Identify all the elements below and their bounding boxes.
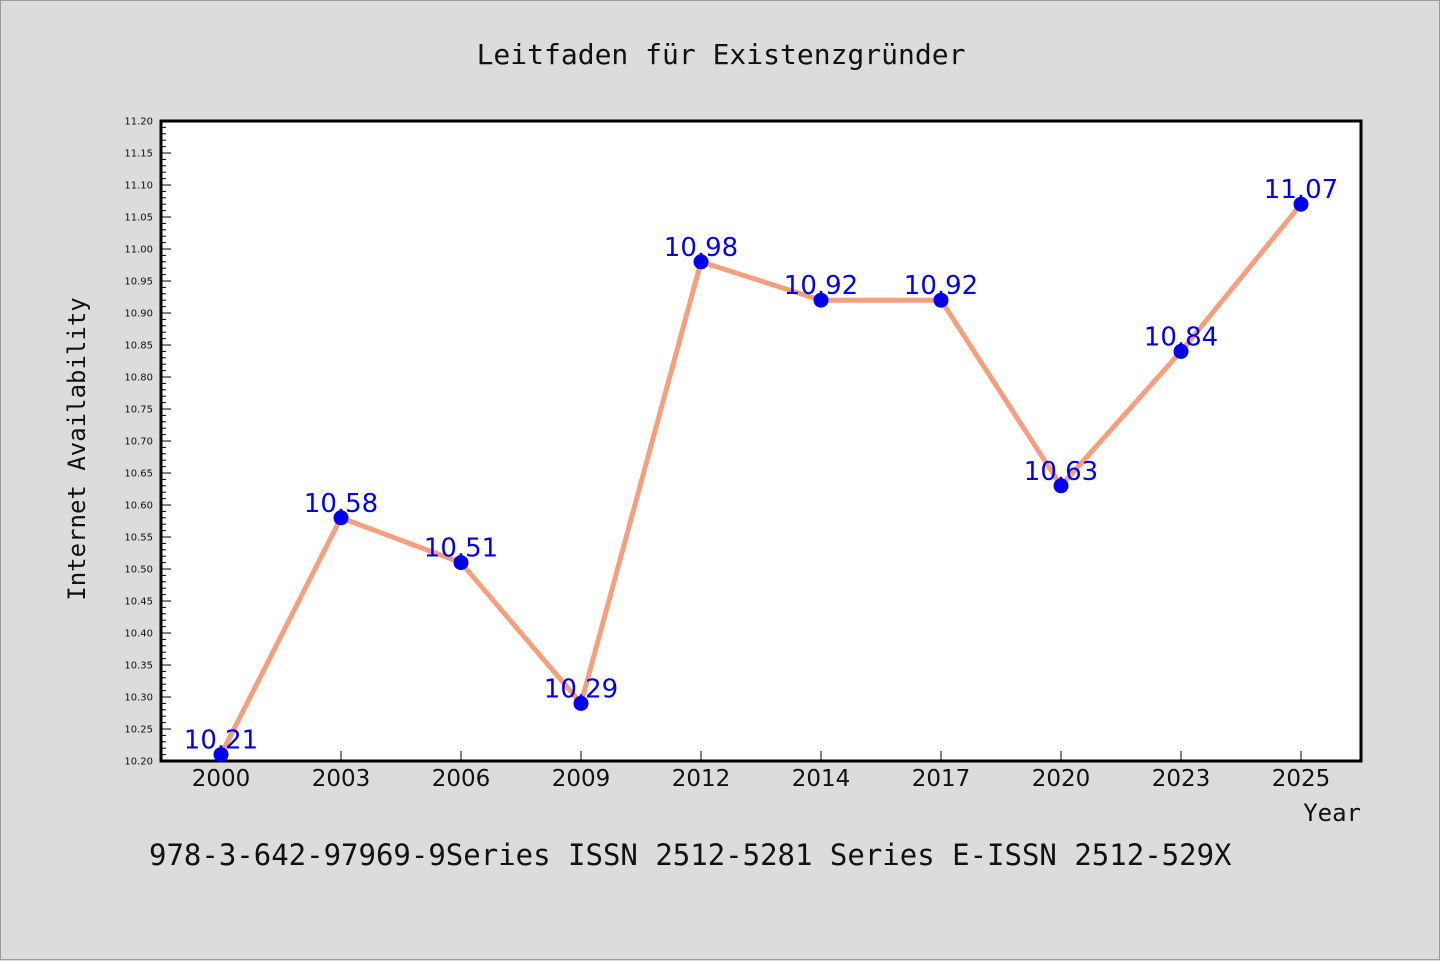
ytick-label: 10.25 <box>124 725 153 736</box>
data-point <box>1293 196 1309 212</box>
data-point <box>453 555 469 571</box>
xtick-label: 2009 <box>552 766 611 792</box>
xtick-label: 2020 <box>1032 766 1091 792</box>
ytick-label: 10.45 <box>124 597 153 608</box>
ytick-label: 10.75 <box>124 405 153 416</box>
ytick-label: 10.40 <box>124 629 153 640</box>
footer-text: 978-3-642-97969-9Series ISSN 2512-5281 S… <box>149 838 1232 872</box>
ytick-label: 11.15 <box>124 149 153 160</box>
data-point <box>573 695 589 711</box>
data-label: 10.84 <box>1144 322 1218 352</box>
data-label: 10.98 <box>664 233 738 263</box>
ytick-label: 10.35 <box>124 661 153 672</box>
data-point <box>333 510 349 526</box>
data-label: 10.21 <box>184 726 258 756</box>
data-point <box>1173 343 1189 359</box>
ytick-label: 11.05 <box>124 213 153 224</box>
chart-title: Leitfaden für Existenzgründer <box>477 38 966 71</box>
ytick-label: 10.50 <box>124 565 153 576</box>
ytick-label: 10.60 <box>124 501 153 512</box>
data-label: 10.58 <box>304 489 378 519</box>
ytick-label: 10.90 <box>124 309 153 320</box>
xtick-label: 2000 <box>192 766 251 792</box>
ytick-label: 10.30 <box>124 693 153 704</box>
ytick-label: 10.20 <box>124 757 153 768</box>
data-label: 10.29 <box>544 674 618 704</box>
ytick-label: 11.00 <box>124 245 153 256</box>
ytick-label: 10.95 <box>124 277 153 288</box>
data-label: 11.07 <box>1264 175 1338 205</box>
ytick-label: 10.85 <box>124 341 153 352</box>
x-axis-label: Year <box>1303 799 1361 827</box>
plot-area <box>161 121 1361 761</box>
data-point <box>933 292 949 308</box>
data-point <box>1053 478 1069 494</box>
data-point <box>813 292 829 308</box>
data-point <box>693 254 709 270</box>
xtick-label: 2025 <box>1272 766 1331 792</box>
data-label: 10.51 <box>424 534 498 564</box>
ytick-label: 10.80 <box>124 373 153 384</box>
xtick-label: 2017 <box>912 766 971 792</box>
ytick-label: 11.10 <box>124 181 153 192</box>
data-label: 10.92 <box>784 271 858 301</box>
xtick-label: 2023 <box>1152 766 1211 792</box>
plot-frame <box>159 119 1363 763</box>
ytick-label: 11.20 <box>124 117 153 128</box>
data-label: 10.92 <box>904 271 978 301</box>
xtick-label: 2012 <box>672 766 731 792</box>
xtick-label: 2006 <box>432 766 491 792</box>
y-axis-label: Internet Availability <box>63 297 91 600</box>
data-point <box>213 747 229 763</box>
xtick-label: 2003 <box>312 766 371 792</box>
ytick-label: 10.70 <box>124 437 153 448</box>
xtick-label: 2014 <box>792 766 851 792</box>
ytick-label: 10.65 <box>124 469 153 480</box>
series-line <box>218 201 1304 758</box>
data-label: 10.63 <box>1024 457 1098 487</box>
ytick-label: 10.55 <box>124 533 153 544</box>
